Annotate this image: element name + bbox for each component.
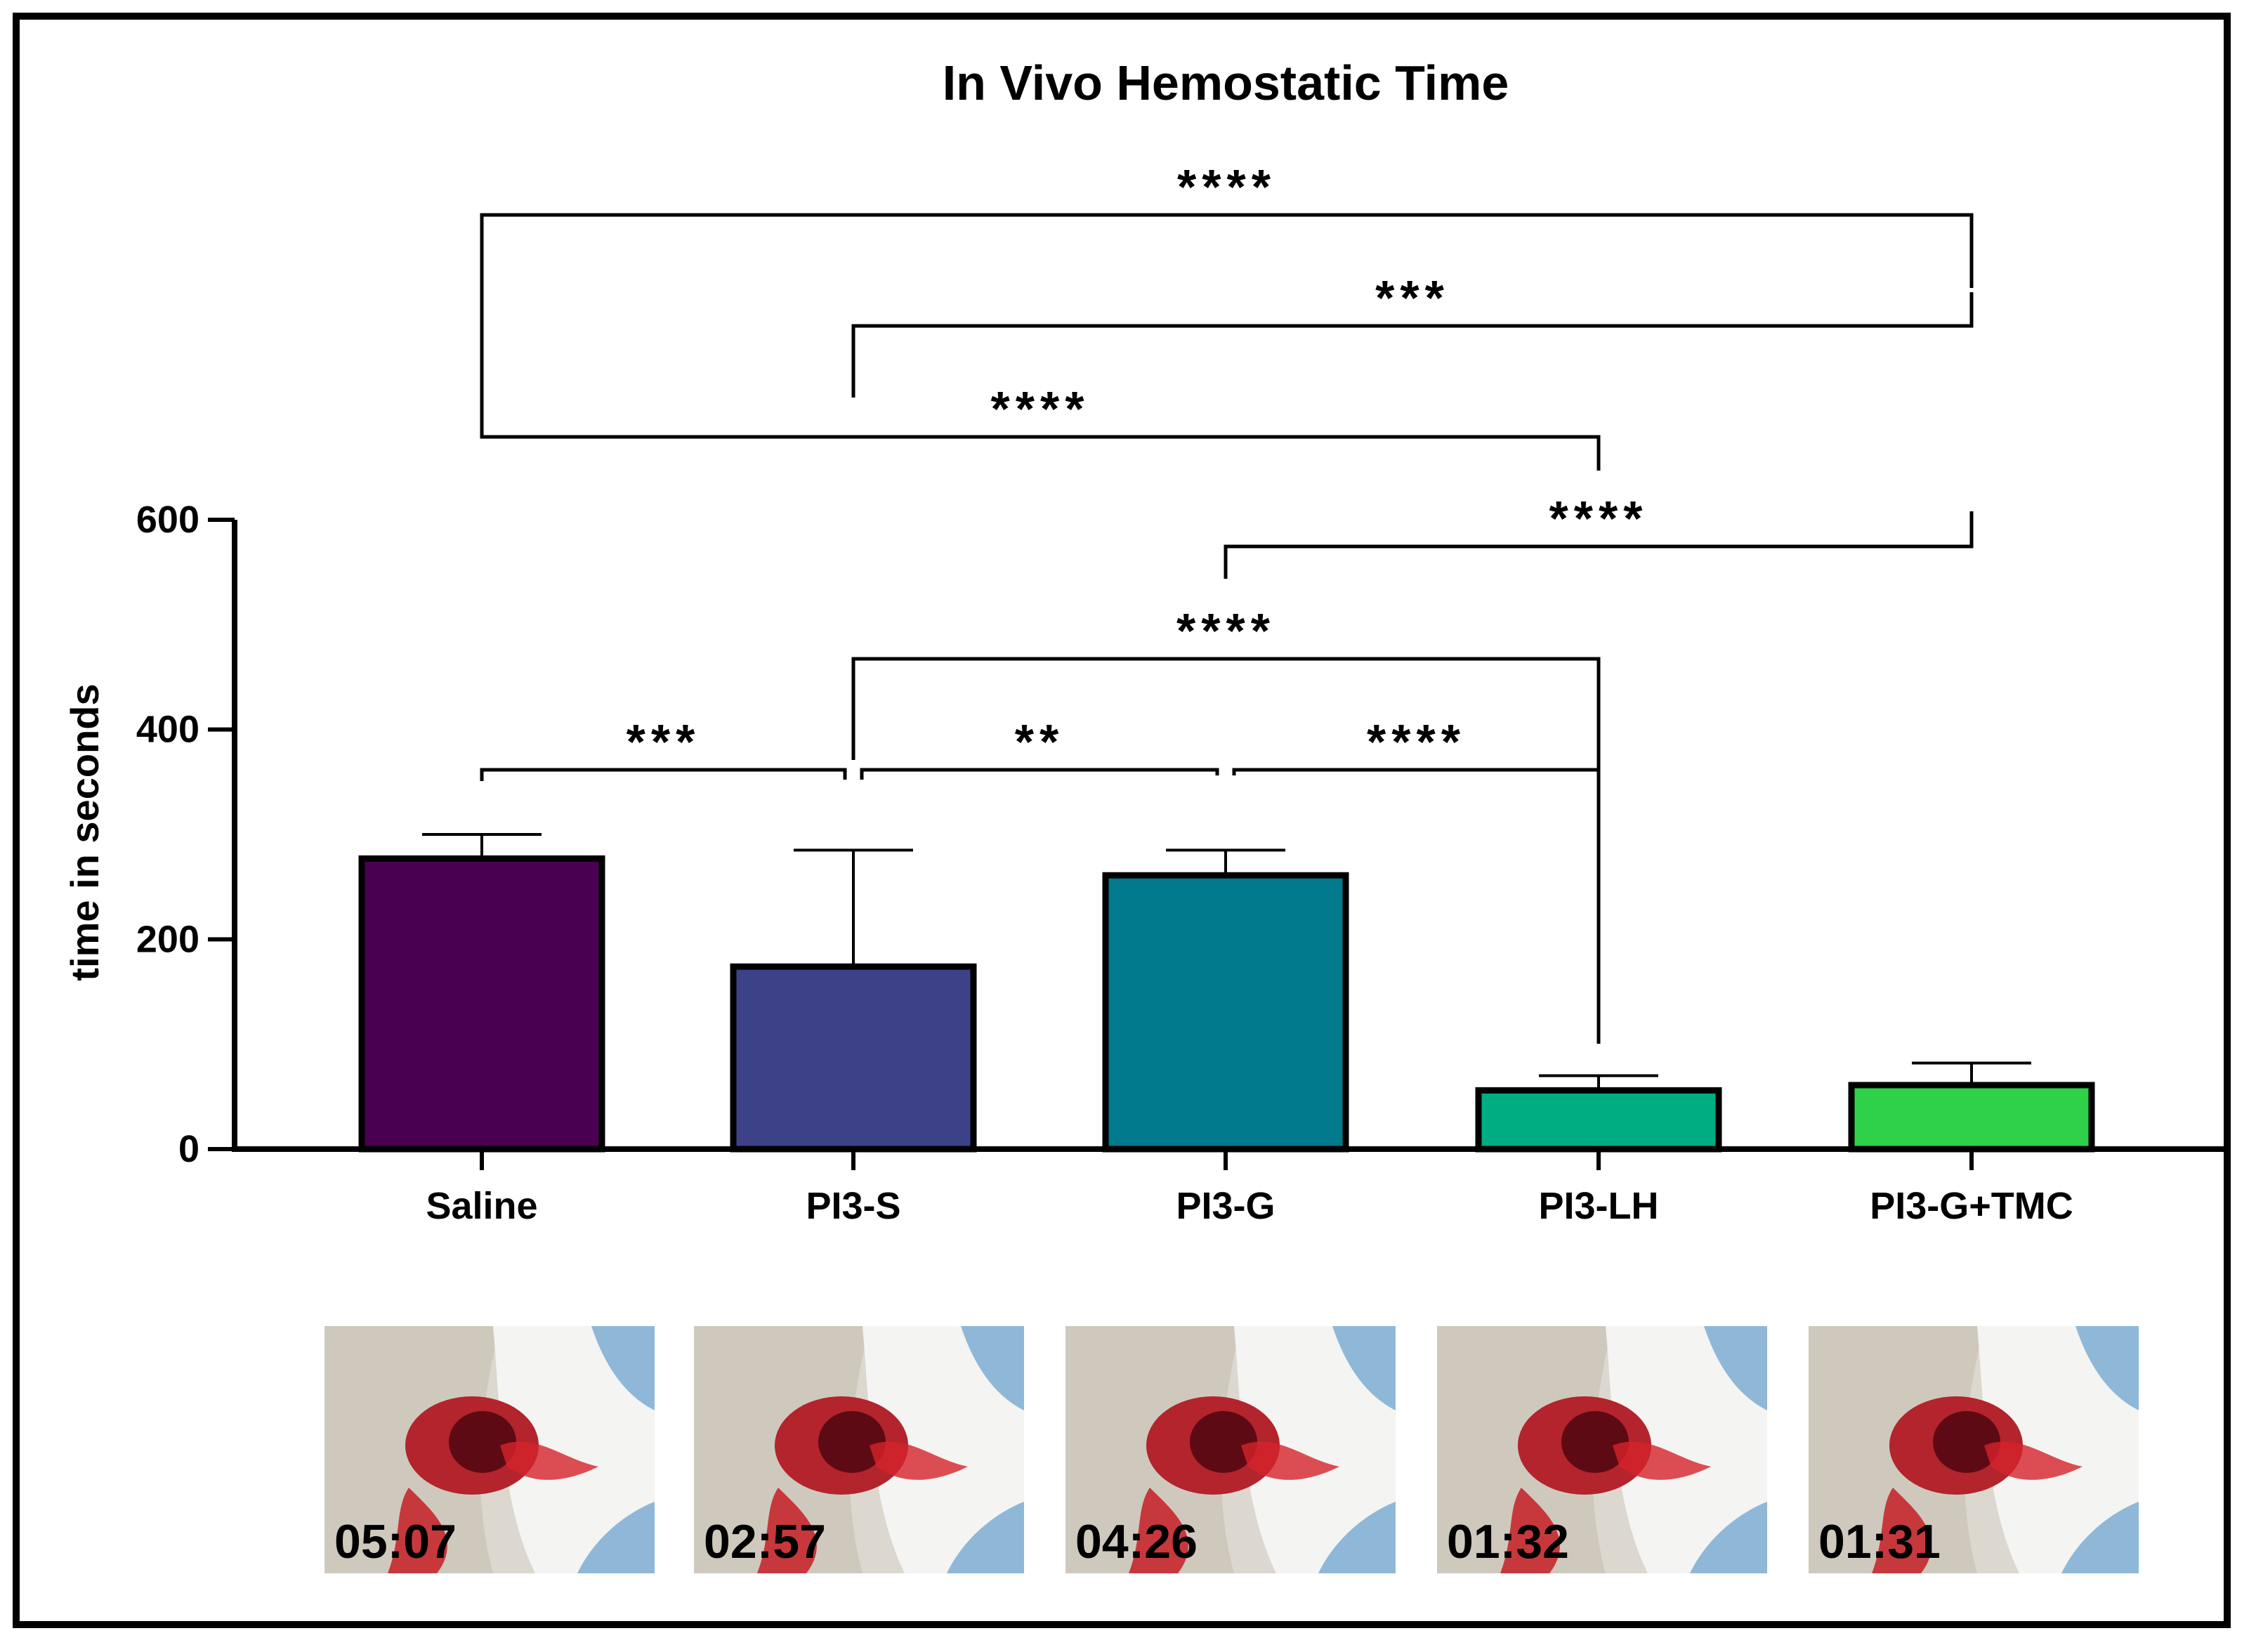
surgical-wound-photo-icon xyxy=(694,1326,1024,1573)
x-ticks: Saline PI3-S PI3-G PI3-LH PI3-G+TMC xyxy=(426,1149,2073,1227)
significance-bracket xyxy=(480,396,1601,471)
y-tick-label: 0 xyxy=(178,1128,199,1170)
significance-label: **** xyxy=(991,381,1090,436)
y-ticks: 0 200 400 600 xyxy=(136,499,235,1170)
y-tick-label: 600 xyxy=(136,499,199,541)
x-tick-label: PI3-S xyxy=(806,1185,900,1227)
y-tick-label: 400 xyxy=(136,709,199,751)
x-tick-label: PI3-G+TMC xyxy=(1870,1185,2073,1227)
significance-label: **** xyxy=(1177,159,1276,214)
y-tick-label: 200 xyxy=(136,918,199,960)
chart-title: In Vivo Hemostatic Time xyxy=(943,55,1509,110)
elapsed-time-label: 01:32 xyxy=(1447,1515,1569,1568)
x-tick-label: Saline xyxy=(426,1185,537,1227)
x-tick-label: PI3-G xyxy=(1176,1185,1275,1227)
bars xyxy=(358,855,2095,1153)
significance-label: **** xyxy=(1176,603,1275,658)
elapsed-time-label: 02:57 xyxy=(704,1515,826,1568)
bar-pi3-s xyxy=(730,963,977,1153)
significance-bracket xyxy=(851,292,1974,398)
significance-bracket xyxy=(860,768,1219,780)
surgical-wound-photo-icon xyxy=(1437,1326,1767,1573)
significance-bracket xyxy=(480,213,1974,396)
bar-pi3-g-tmc xyxy=(1848,1082,2095,1153)
bar-pi3-lh xyxy=(1475,1087,1722,1153)
significance-label: **** xyxy=(1549,491,1648,546)
significance-bracket xyxy=(1224,511,1974,579)
wound-photo-1: 05:07 xyxy=(324,1326,655,1573)
bar-saline xyxy=(358,855,605,1153)
wound-photo-5: 01:31 xyxy=(1809,1326,2139,1573)
elapsed-time-label: 05:07 xyxy=(334,1515,457,1568)
surgical-wound-photo-icon xyxy=(324,1326,655,1573)
significance-label: *** xyxy=(1375,270,1450,325)
bar-pi3-g xyxy=(1102,872,1349,1153)
elapsed-time-label: 01:31 xyxy=(1818,1515,1941,1568)
wound-photo-2: 02:57 xyxy=(694,1326,1024,1573)
significance-label: ** xyxy=(1015,714,1064,769)
significance-label: **** xyxy=(1367,714,1466,769)
surgical-wound-photo-icon xyxy=(1065,1326,1396,1573)
elapsed-time-label: 04:26 xyxy=(1075,1515,1198,1568)
x-tick-label: PI3-LH xyxy=(1538,1185,1658,1227)
significance-bracket xyxy=(480,768,847,781)
significance-label: *** xyxy=(627,714,701,769)
wound-photo-4: 01:32 xyxy=(1437,1326,1767,1573)
wound-photo-3: 04:26 xyxy=(1065,1326,1396,1573)
y-axis-label: time in seconds xyxy=(63,683,107,981)
surgical-wound-photo-icon xyxy=(1809,1326,2139,1573)
error-bars xyxy=(422,833,2031,1091)
significance-bracket xyxy=(1232,768,1601,1040)
significance-brackets: ********************** ** **** xyxy=(480,159,1974,1044)
